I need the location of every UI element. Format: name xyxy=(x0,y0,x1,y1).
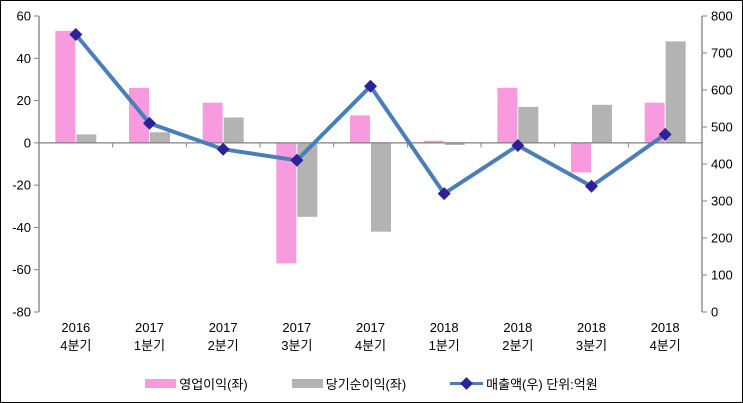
revenue-marker xyxy=(216,142,230,156)
right-axis-tick-label: 800 xyxy=(711,9,733,24)
category-label-year: 2018 xyxy=(430,320,459,335)
left-axis-tick-label: -20 xyxy=(12,178,31,193)
net-income-bar xyxy=(76,134,97,143)
right-axis-tick-label: 300 xyxy=(711,194,733,209)
net-income-bar xyxy=(223,117,244,143)
operating-profit-bar xyxy=(497,87,518,143)
right-axis-tick-label: 100 xyxy=(711,268,733,283)
category-label-quarter: 3분기 xyxy=(576,338,607,353)
category-label-year: 2018 xyxy=(503,320,532,335)
left-axis-tick-label: -40 xyxy=(12,220,31,235)
operating-profit-bar xyxy=(350,115,370,143)
operating-profit-swatch xyxy=(145,379,177,388)
net-income-swatch xyxy=(291,379,323,388)
net-income-bar xyxy=(297,142,318,217)
right-axis-tick-label: 700 xyxy=(711,46,733,61)
legend-item-net-income: 당기순이익(좌) xyxy=(291,374,407,393)
right-axis-tick-label: 500 xyxy=(711,120,733,135)
category-label-quarter: 1분기 xyxy=(134,338,165,353)
operating-profit-bar xyxy=(276,142,297,264)
revenue-marker xyxy=(69,28,83,41)
right-axis-tick-label: 400 xyxy=(711,157,733,172)
left-axis-tick-label: 20 xyxy=(17,93,31,108)
net-income-bar xyxy=(150,132,170,143)
category-label-year: 2017 xyxy=(282,320,311,335)
category-label-year: 2017 xyxy=(356,320,385,335)
left-axis-tick-label: 60 xyxy=(17,9,31,24)
category-label-year: 2017 xyxy=(209,320,238,335)
category-label-quarter: 4분기 xyxy=(355,338,386,353)
revenue-marker xyxy=(437,187,451,201)
category-label-quarter: 2분기 xyxy=(502,338,533,353)
net-income-bar xyxy=(371,142,391,232)
revenue-marker xyxy=(658,127,672,141)
legend-item-operating-profit: 영업이익(좌) xyxy=(145,374,248,393)
revenue-marker xyxy=(585,179,598,193)
operating-profit-bar xyxy=(571,142,591,173)
net-income-bar xyxy=(665,41,686,143)
revenue-marker xyxy=(143,116,156,130)
left-axis-tick-label: 40 xyxy=(17,51,31,66)
category-label-quarter: 2분기 xyxy=(208,338,239,353)
net-income-bar xyxy=(444,142,465,145)
category-label-quarter: 4분기 xyxy=(60,338,91,353)
right-axis-tick-label: 0 xyxy=(711,305,718,320)
operating-profit-bar xyxy=(644,102,665,143)
category-label-quarter: 3분기 xyxy=(281,338,312,353)
net-income-bar xyxy=(592,104,612,143)
legend-label-net-income: 당기순이익(좌) xyxy=(325,377,407,392)
category-label-year: 2018 xyxy=(651,320,680,335)
right-axis-tick-label: 200 xyxy=(711,231,733,246)
revenue-marker xyxy=(511,139,525,152)
operating-profit-bar xyxy=(423,140,444,143)
category-label-quarter: 1분기 xyxy=(429,338,460,353)
left-axis-tick-label: 0 xyxy=(24,135,31,150)
operating-profit-bar xyxy=(55,30,76,143)
revenue-line-sample xyxy=(450,377,484,390)
right-axis-tick-label: 600 xyxy=(711,83,733,98)
category-label-year: 2017 xyxy=(135,320,164,335)
revenue-marker xyxy=(290,153,304,167)
left-axis-tick-label: -60 xyxy=(12,262,31,277)
net-income-bar xyxy=(518,106,539,143)
revenue-diamond-icon xyxy=(460,377,474,390)
operating-profit-bar xyxy=(129,87,149,143)
operating-profit-bar xyxy=(202,102,223,143)
revenue-marker xyxy=(364,79,377,93)
category-label-year: 2018 xyxy=(577,320,606,335)
category-label-quarter: 4분기 xyxy=(650,338,681,353)
legend-label-operating-profit: 영업이익(좌) xyxy=(179,377,248,392)
legend-item-revenue: 매출액(우) 단위:억원 xyxy=(450,374,598,393)
category-label-year: 2016 xyxy=(61,320,90,335)
chart-legend: 영업이익(좌) 당기순이익(좌) 매출액(우) 단위:억원 xyxy=(1,374,742,393)
legend-label-revenue: 매출액(우) 단위:억원 xyxy=(486,377,598,392)
left-axis-tick-label: -80 xyxy=(12,305,31,320)
